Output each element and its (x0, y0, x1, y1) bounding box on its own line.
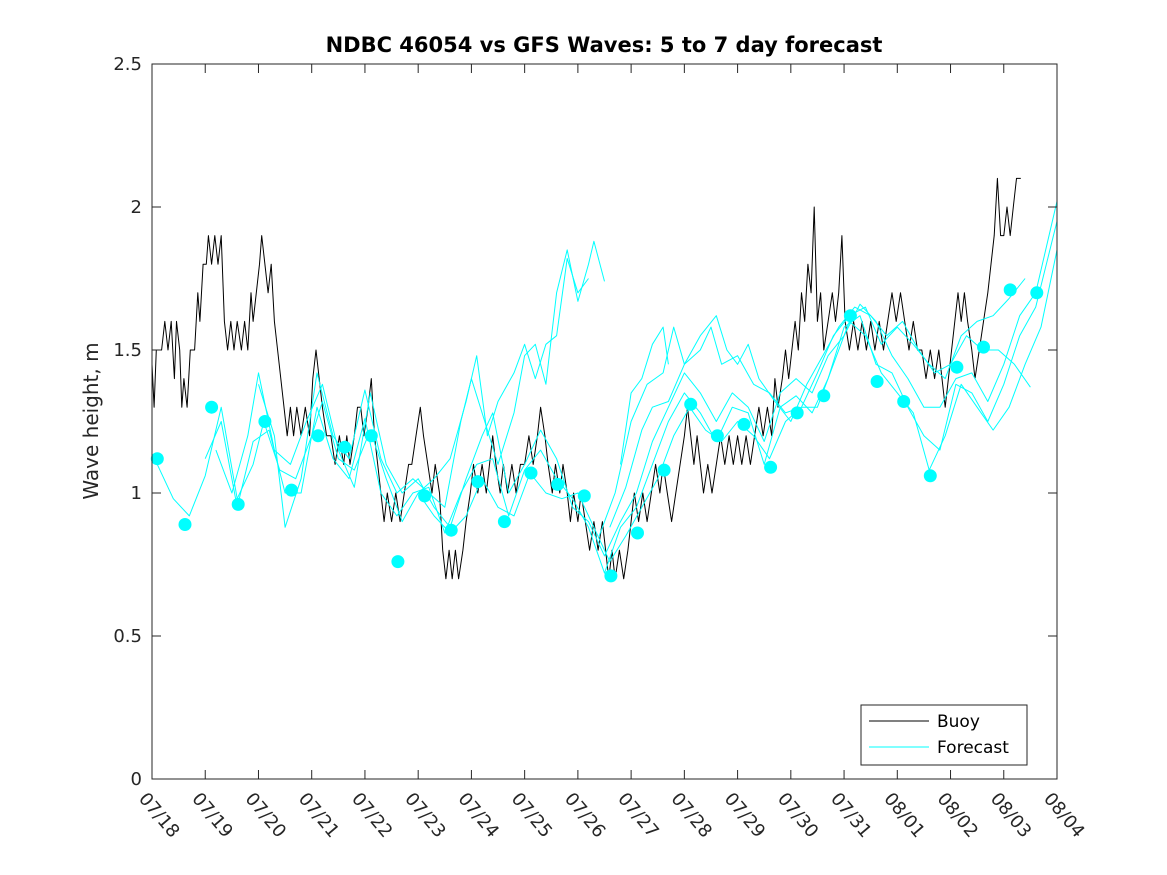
forecast-point-12 (444, 523, 458, 537)
forecast-point-13 (471, 475, 485, 489)
forecast-point-5 (258, 415, 272, 428)
forecast-series-line-5 (417, 258, 589, 494)
forecast-point-30 (923, 469, 937, 483)
forecast-point-21 (684, 397, 698, 411)
legend: Buoy Forecast (860, 704, 1028, 766)
forecast-series-line-7 (609, 278, 1026, 528)
chart-title: NDBC 46054 vs GFS Waves: 5 to 7 day fore… (326, 33, 883, 57)
forecast-point-9 (364, 429, 378, 443)
buoy-series-line (152, 177, 1021, 580)
forecast-point-15 (524, 466, 538, 480)
forecast-point-33 (1003, 283, 1017, 297)
forecast-point-19 (631, 526, 644, 540)
forecast-point-34 (1030, 286, 1044, 300)
axes-box (151, 63, 1058, 780)
forecast-point-4 (231, 497, 245, 511)
y-tick-label-4: 2 (131, 197, 142, 218)
forecast-point-11 (418, 489, 432, 503)
y-axis-label: Wave height, m (79, 342, 103, 499)
forecast-point-27 (843, 309, 857, 323)
forecast-series-line-8 (620, 326, 669, 465)
series-layer (150, 177, 1057, 583)
forecast-point-29 (897, 395, 911, 408)
y-tick-label-2: 1 (131, 483, 142, 504)
forecast-point-18 (604, 569, 618, 583)
forecast-point-31 (950, 360, 964, 374)
forecast-point-17 (577, 489, 591, 503)
forecast-point-24 (764, 460, 778, 474)
y-tick-label-0: 0 (131, 769, 142, 790)
forecast-point-7 (311, 429, 325, 443)
forecast-point-28 (870, 375, 884, 388)
forecast-point-10 (391, 555, 405, 569)
forecast-point-16 (551, 477, 565, 491)
forecast-point-32 (977, 340, 990, 354)
legend-buoy-label: Buoy (937, 712, 980, 732)
plot-area (152, 64, 1057, 779)
forecast-point-20 (657, 463, 671, 477)
forecast-point-23 (737, 417, 751, 431)
y-tick-label-3: 1.5 (113, 340, 142, 361)
forecast-point-6 (285, 483, 298, 497)
forecast-point-1 (150, 452, 164, 466)
forecast-series-line-2 (204, 221, 1057, 574)
legend-forecast-label: Forecast (937, 738, 1009, 758)
legend-box (860, 704, 1028, 766)
forecast-point-14 (497, 515, 511, 529)
forecast-point-8 (338, 440, 352, 454)
forecast-point-2 (178, 518, 192, 531)
forecast-point-22 (710, 429, 724, 443)
y-tick-label-5: 2.5 (113, 54, 142, 75)
forecast-point-3 (205, 400, 219, 414)
forecast-point-25 (790, 406, 804, 420)
forecast-series-line-3 (215, 201, 1057, 557)
forecast-point-26 (817, 389, 831, 403)
forecast-series-line-6 (598, 306, 1031, 537)
y-tick-label-1: 0.5 (113, 626, 142, 647)
